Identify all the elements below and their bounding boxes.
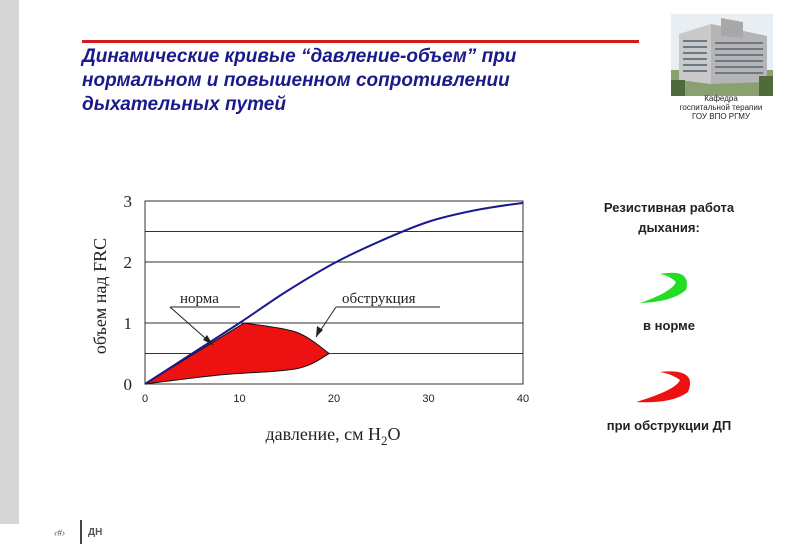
annotation-obstruction-arrowhead [316,326,323,337]
obstruction-label: при обструкции ДП [606,418,732,433]
footer-separator [80,520,82,544]
annotation-norm-label: норма [180,291,219,307]
hospital-building-logo [671,14,773,96]
title-rule [82,40,639,43]
annotation-norm-arrowhead [203,335,213,345]
series-lines [144,201,524,385]
slide-number: ‹#› [54,528,65,538]
tick-labels: 0 10 20 30 40 0 1 2 3 [124,192,530,405]
logo-caption-line-2: госпитальной терапии [679,103,763,112]
loop-obstruction [144,322,331,385]
title-line-3: дыхательных путей [82,94,286,115]
annotation-obstruction-label: обструкция [342,291,416,307]
slide-title: Динамические кривые “давление-объем” при… [82,45,602,117]
y-tick-label: 2 [124,253,133,272]
x-tick-label: 20 [328,393,340,405]
title-line-2: нормальном и повышенном сопротивлении [82,70,510,91]
slide-left-bar [0,0,19,524]
x-axis-label-subscript: 2 [381,433,388,448]
resistive-work-title: Резистивная работа дыхания: [574,198,764,238]
loop-areas [144,322,331,385]
x-tick-label: 30 [422,393,434,405]
footer-tag: ДН [88,527,103,538]
title-line-1: Динамические кривые “давление-объем” при [82,46,517,67]
norm-label: в норме [642,318,695,333]
obstruction-loop-icon [636,371,691,403]
logo-caption-line-3: ГОУ ВПО РГМУ [692,112,750,121]
x-tick-label: 10 [233,393,245,405]
y-axis-label: объем над FRC [90,238,110,354]
x-axis-label-main: давление, см H [265,424,381,444]
resistive-work-title-line-1: Резистивная работа [603,200,735,215]
y-tick-label: 3 [124,192,133,211]
y-tick-label: 0 [124,375,133,394]
logo-caption: Кафедра госпитальной терапии ГОУ ВПО РГМ… [660,94,782,121]
x-tick-label: 40 [517,393,529,405]
norm-loop-icon [640,272,687,303]
y-tick-label: 1 [124,314,133,333]
logo-caption-line-1: Кафедра [704,94,738,103]
x-axis-label: давление, см H2O [265,424,400,448]
x-tick-label: 0 [142,393,148,405]
x-axis-label-tail: O [388,424,401,444]
series-curve [144,201,524,385]
resistive-work-title-line-2: дыхания: [638,220,700,235]
